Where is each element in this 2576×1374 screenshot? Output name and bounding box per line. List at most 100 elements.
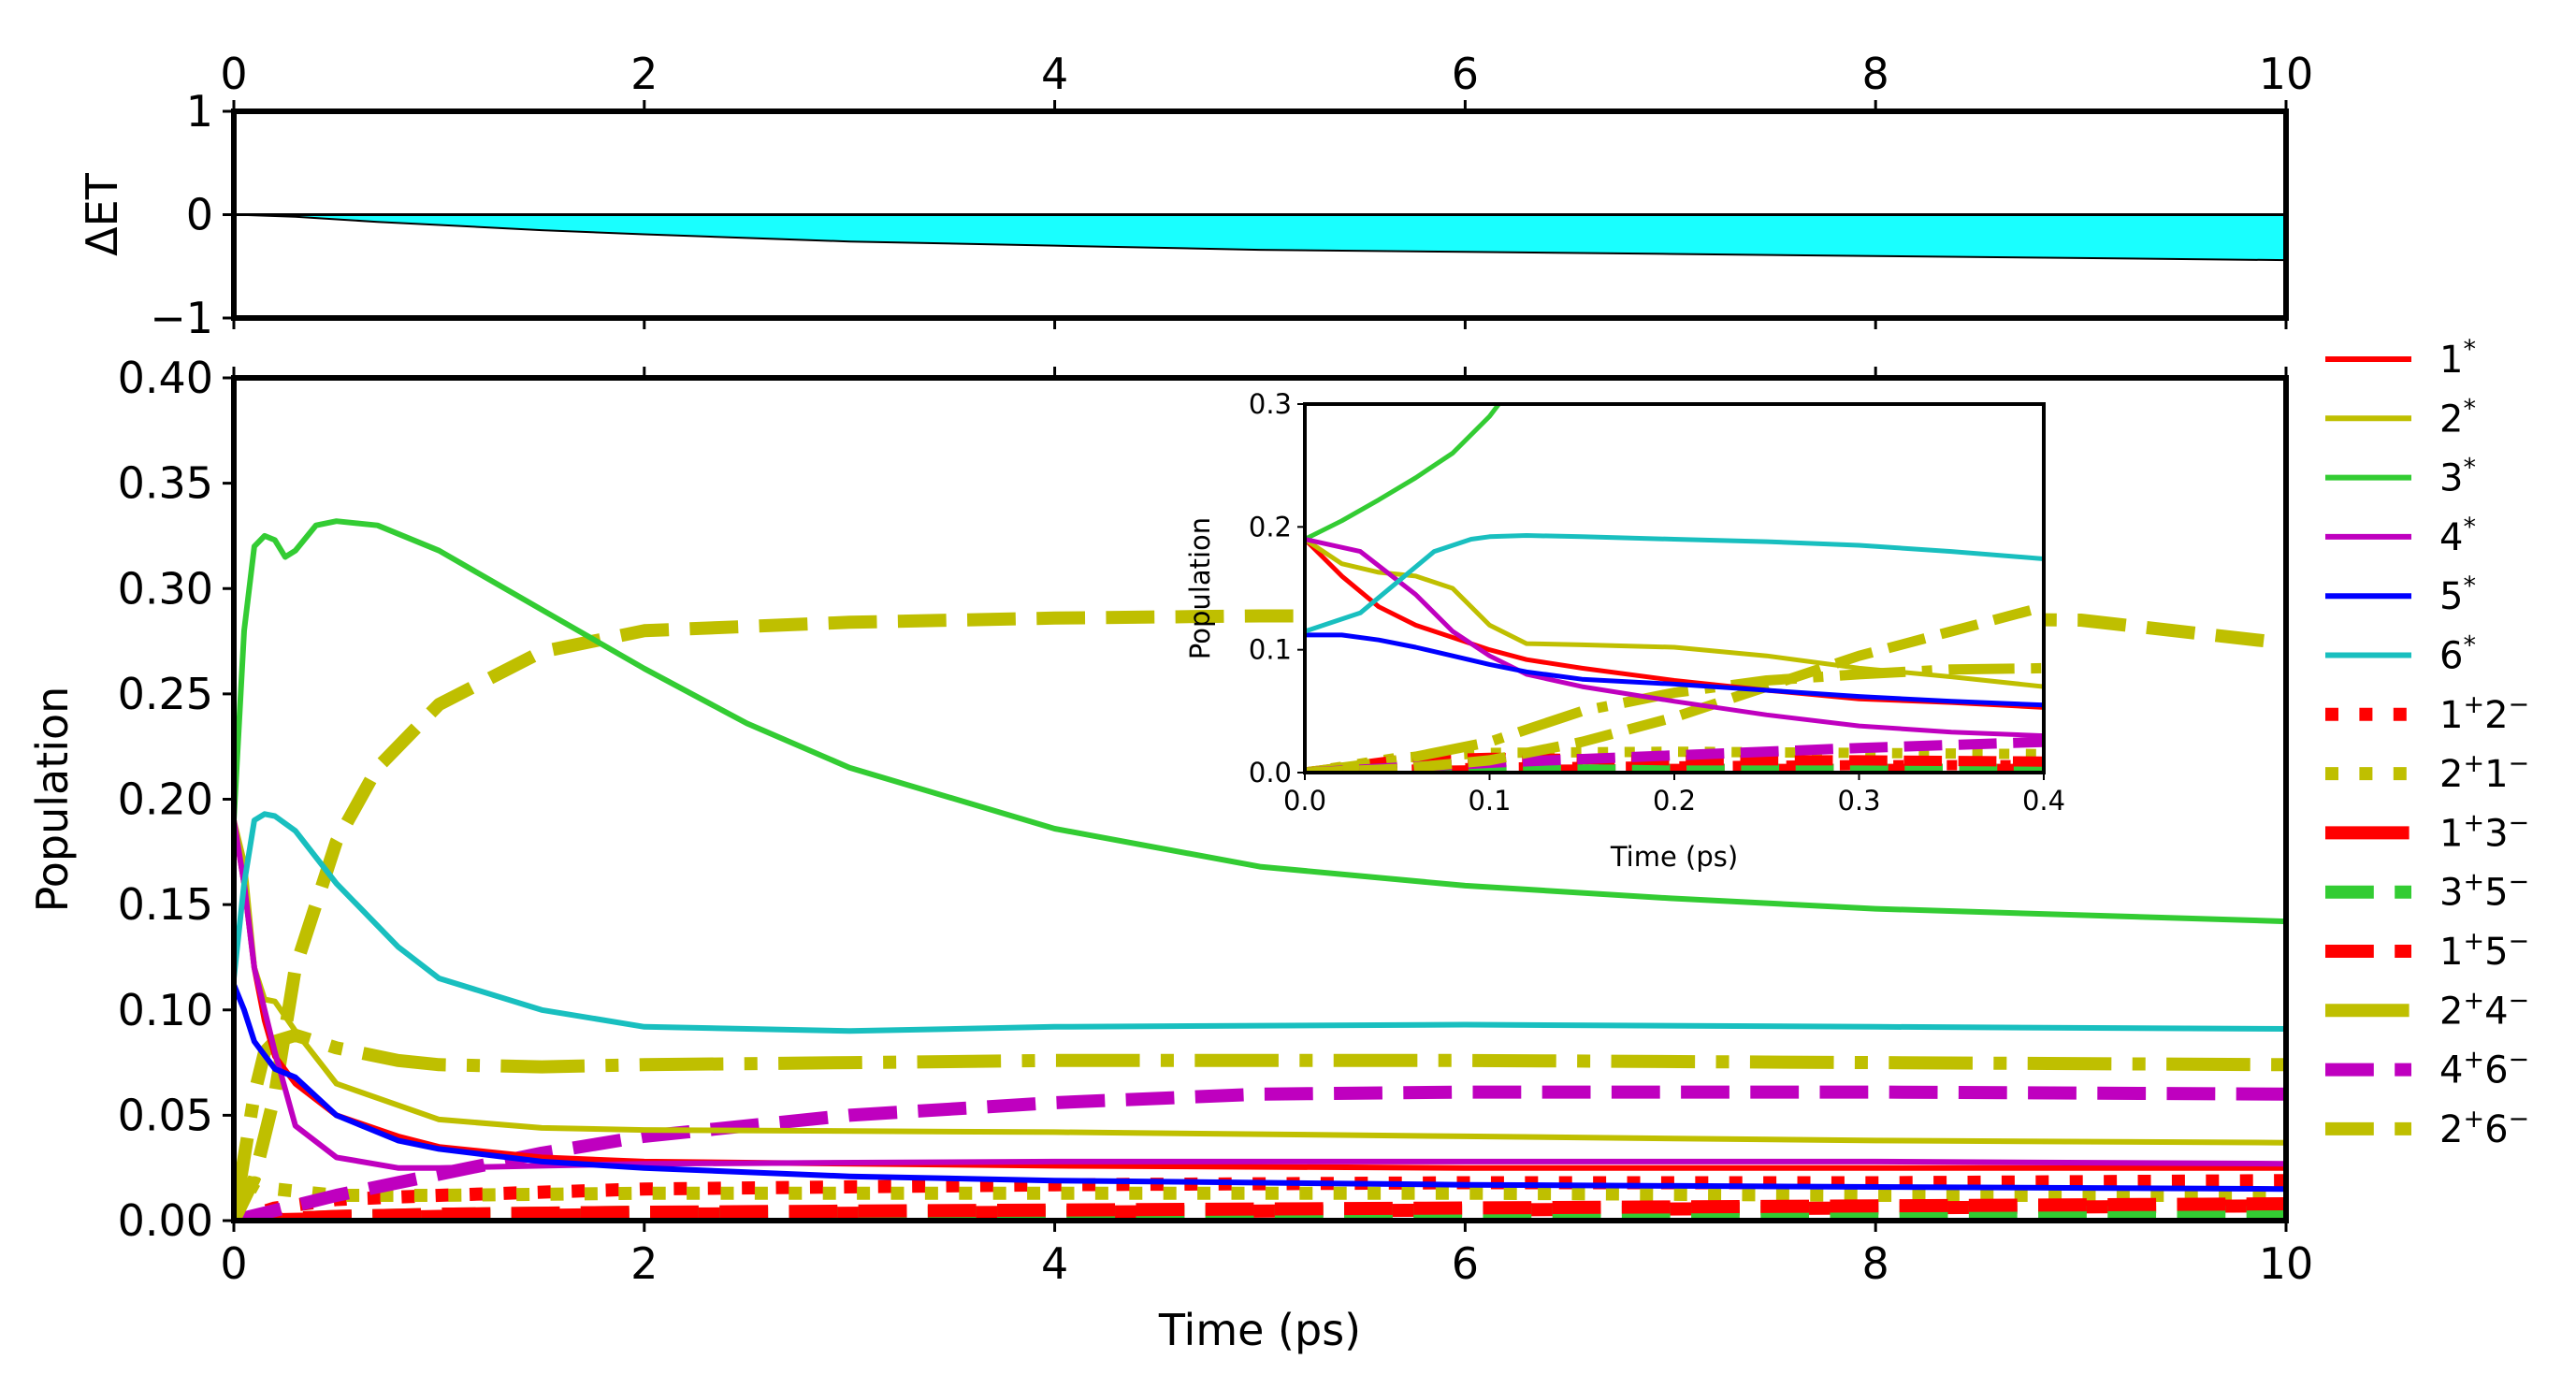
legend-label-base: 3	[2439, 872, 2463, 915]
main-x-tick-label: 6	[1452, 1238, 1479, 1289]
inset-ylabel: Population	[1184, 517, 1216, 659]
delta-et-fill	[234, 214, 2286, 261]
legend-label-base: 2	[2439, 990, 2463, 1033]
inset-series-line-2	[1305, 404, 1502, 542]
top-x-tick-label: 0	[220, 49, 247, 99]
legend-label-sup2: −	[2509, 986, 2530, 1015]
legend-label-base2: 4	[2484, 990, 2508, 1033]
main-series-line-6	[234, 1174, 2286, 1221]
inset-series-line-1	[1305, 537, 2044, 689]
legend-label-sup2: −	[2509, 690, 2530, 719]
legend-label-5: 6*	[2439, 631, 2476, 678]
delta-et-ylabel: ΔET	[77, 172, 127, 256]
inset-x-tick-label: 0.0	[1283, 785, 1326, 817]
legend-label-base: 2	[2439, 398, 2463, 441]
legend-label-base2: 6	[2484, 1108, 2508, 1151]
main-series-line-2	[234, 518, 2286, 925]
main-x-tick-label: 8	[1862, 1238, 1889, 1289]
legend-label-base: 5	[2439, 575, 2463, 618]
legend-label-sup: *	[2463, 454, 2476, 483]
legend-label-base: 4	[2439, 516, 2463, 559]
legend-label-sup2: −	[2509, 749, 2530, 778]
inset-y-tick-label: 0.1	[1249, 634, 1292, 666]
legend-label-sup2: −	[2509, 1105, 2530, 1134]
legend-label-sup: +	[2463, 749, 2484, 778]
legend-label-1: 2*	[2439, 394, 2476, 441]
main-x-tick-label: 0	[220, 1238, 247, 1289]
legend-label-sup: +	[2463, 690, 2484, 719]
legend-label-base: 1	[2439, 339, 2463, 382]
top-x-tick-label: 10	[2259, 49, 2314, 99]
main-series-line-11	[234, 1028, 2286, 1221]
legend-label-11: 2+4−	[2439, 986, 2529, 1033]
legend-label-sup: *	[2463, 394, 2476, 423]
inset-x-tick-label: 0.3	[1837, 785, 1880, 817]
main-series-line-5	[234, 811, 2286, 1034]
legend-label-base2: 5	[2484, 931, 2508, 974]
legend-label-3: 4*	[2439, 513, 2476, 559]
legend-label-13: 2+6−	[2439, 1105, 2529, 1151]
top-y-tick-label: 1	[186, 86, 213, 137]
main-y-tick-label: 0.00	[118, 1195, 213, 1246]
top-x-tick-label: 6	[1452, 49, 1479, 99]
legend-label-sup2: −	[2509, 808, 2530, 837]
legend-label-sup2: −	[2509, 1046, 2530, 1075]
main-series-line-4	[234, 983, 2286, 1193]
top-y-tick-label: 0	[186, 190, 213, 240]
main-y-tick-label: 0.10	[118, 985, 213, 1035]
top-x-tick-label: 8	[1862, 49, 1889, 99]
legend-label-sup2: −	[2509, 868, 2530, 897]
legend-label-base: 1	[2439, 694, 2463, 737]
legend-label-base: 2	[2439, 1108, 2463, 1151]
inset-x-tick-label: 0.4	[2022, 785, 2065, 817]
main-x-tick-label: 4	[1041, 1238, 1068, 1289]
legend-label-sup: *	[2463, 571, 2476, 600]
legend-label-base2: 2	[2484, 694, 2508, 737]
delta-et-curve	[233, 213, 2287, 262]
legend-label-7: 2+1−	[2439, 749, 2529, 796]
inset-series-line-3	[1305, 537, 2044, 739]
main-x-tick-label: 2	[630, 1238, 658, 1289]
main-x-tick-label: 10	[2259, 1238, 2314, 1289]
main-xlabel: Time (ps)	[1158, 1305, 1361, 1355]
main-y-tick-label: 0.05	[118, 1090, 213, 1140]
legend-label-9: 3+5−	[2439, 868, 2529, 915]
legend-label-sup: +	[2463, 868, 2484, 897]
legend-label-base2: 1	[2484, 753, 2508, 796]
main-y-tick-label: 0.25	[118, 669, 213, 719]
top-x-tick-label: 4	[1041, 49, 1068, 99]
main-series-line-12	[234, 1085, 2286, 1221]
legend-label-sup: +	[2463, 1046, 2484, 1075]
inset-series-line-4	[1305, 632, 2044, 708]
legend-label-sup: +	[2463, 927, 2484, 956]
legend-label-6: 1+2−	[2439, 690, 2529, 737]
main-series-line-10	[234, 1197, 2286, 1221]
legend-label-base: 3	[2439, 457, 2463, 500]
main-y-tick-label: 0.40	[118, 353, 213, 403]
legend-label-base: 1	[2439, 812, 2463, 855]
legend: 1*2*3*4*5*6*1+2−2+1−1+3−3+5−1+5−2+4−4+6−…	[2325, 335, 2529, 1151]
inset-y-tick-label: 0.2	[1249, 511, 1292, 542]
legend-label-sup: +	[2463, 986, 2484, 1015]
legend-label-sup: *	[2463, 631, 2476, 660]
inset-y-tick-label: 0.0	[1249, 757, 1292, 788]
inset-series-line-0	[1305, 537, 2044, 710]
legend-label-base2: 6	[2484, 1049, 2508, 1092]
legend-label-sup: +	[2463, 808, 2484, 837]
legend-label-base2: 5	[2484, 872, 2508, 915]
legend-label-sup: +	[2463, 1105, 2484, 1134]
inset-xlabel: Time (ps)	[1610, 841, 1738, 873]
legend-label-10: 1+5−	[2439, 927, 2529, 974]
legend-label-0: 1*	[2439, 335, 2476, 382]
inset-x-tick-label: 0.1	[1468, 785, 1511, 817]
legend-label-base2: 3	[2484, 812, 2508, 855]
main-series-line-3	[234, 819, 2286, 1171]
legend-label-sup: *	[2463, 335, 2476, 364]
main-series-group	[234, 518, 2286, 1221]
main-y-tick-label: 0.15	[118, 879, 213, 930]
top-x-tick-label: 2	[630, 49, 658, 99]
population-main-panel: 0 2 4 6 8 10 0.00 0.05 0.10 0.15 0.20 0.25 0.30 0.35 0…	[27, 353, 2313, 1355]
legend-label-sup2: −	[2509, 927, 2530, 956]
